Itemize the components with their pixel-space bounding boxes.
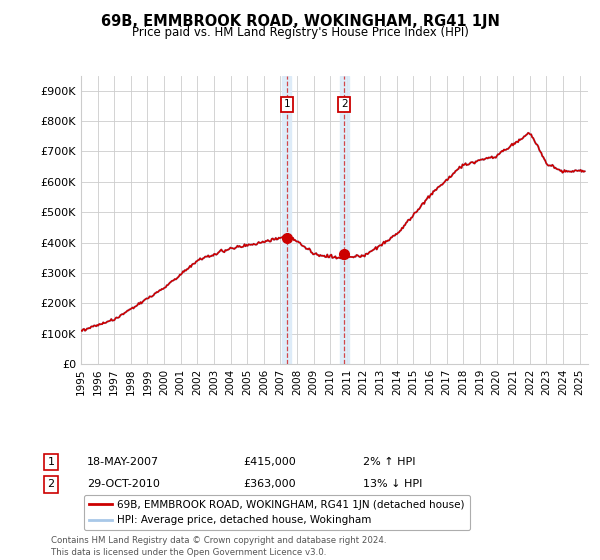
Text: 1: 1 — [47, 457, 55, 467]
Text: 2: 2 — [47, 479, 55, 489]
Text: Contains HM Land Registry data © Crown copyright and database right 2024.
This d: Contains HM Land Registry data © Crown c… — [51, 536, 386, 557]
Text: £415,000: £415,000 — [243, 457, 296, 467]
Text: 2: 2 — [341, 100, 347, 109]
Text: 69B, EMMBROOK ROAD, WOKINGHAM, RG41 1JN: 69B, EMMBROOK ROAD, WOKINGHAM, RG41 1JN — [101, 14, 499, 29]
Text: 29-OCT-2010: 29-OCT-2010 — [87, 479, 160, 489]
Legend: 69B, EMMBROOK ROAD, WOKINGHAM, RG41 1JN (detached house), HPI: Average price, de: 69B, EMMBROOK ROAD, WOKINGHAM, RG41 1JN … — [83, 495, 470, 530]
Text: 18-MAY-2007: 18-MAY-2007 — [87, 457, 159, 467]
Bar — [340, 76, 349, 364]
Text: 1: 1 — [283, 100, 290, 109]
Bar — [282, 76, 292, 364]
Text: £363,000: £363,000 — [243, 479, 296, 489]
Text: 13% ↓ HPI: 13% ↓ HPI — [363, 479, 422, 489]
Text: Price paid vs. HM Land Registry's House Price Index (HPI): Price paid vs. HM Land Registry's House … — [131, 26, 469, 39]
Text: 2% ↑ HPI: 2% ↑ HPI — [363, 457, 415, 467]
